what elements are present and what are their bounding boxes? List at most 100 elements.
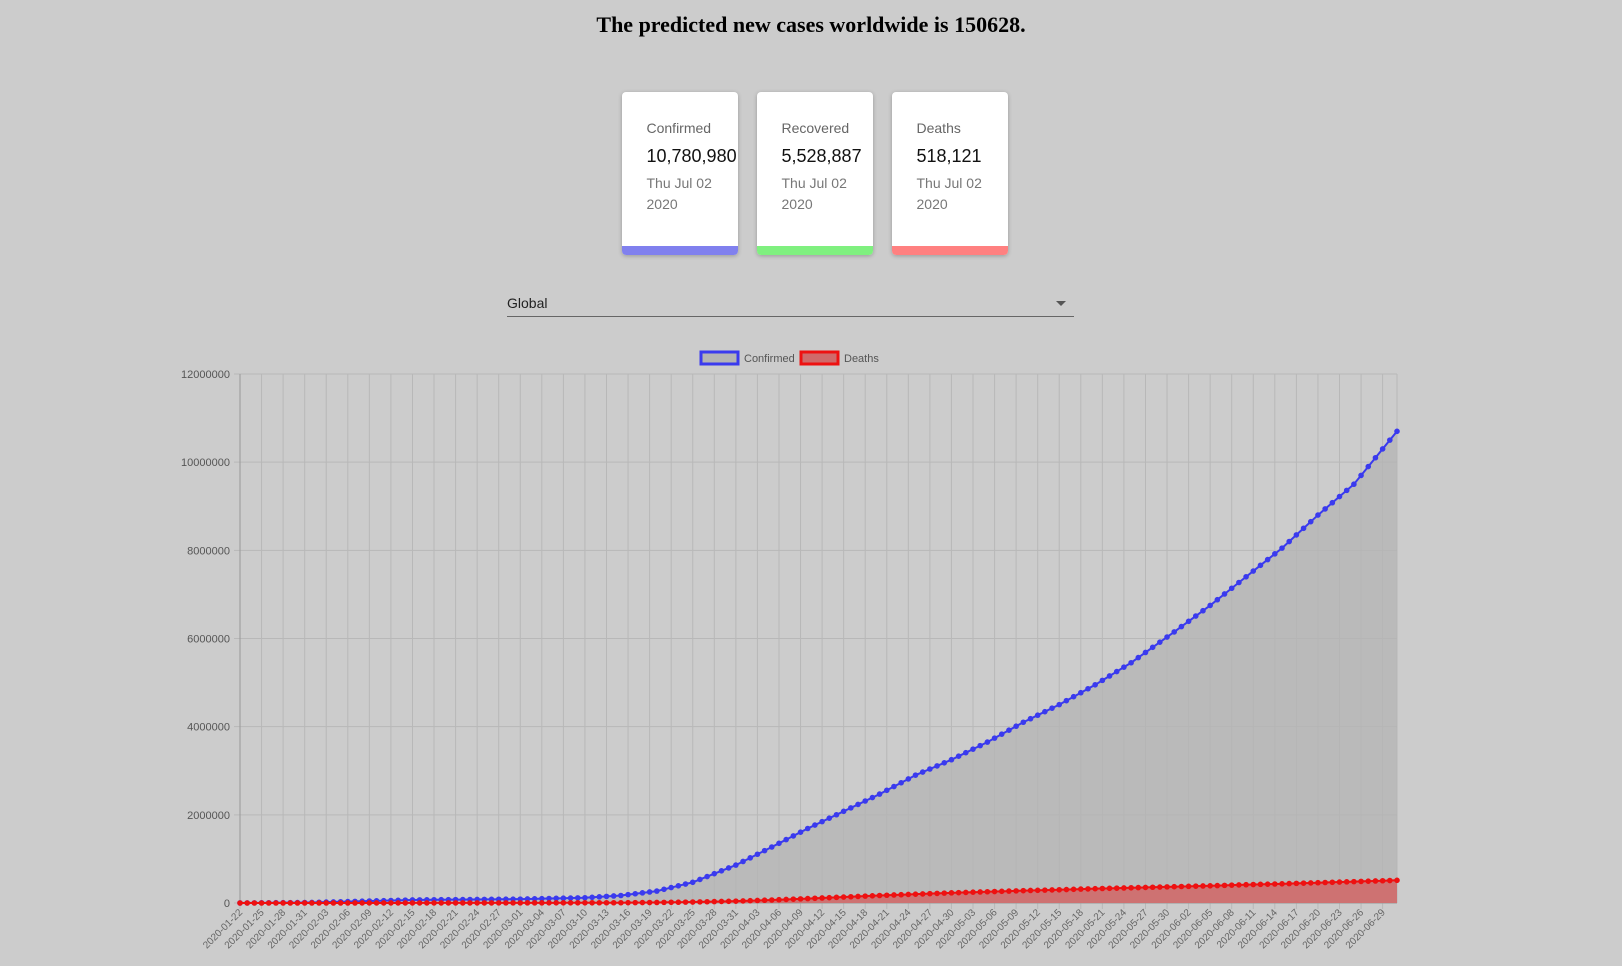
data-point [1387,437,1393,443]
data-point [1113,885,1120,891]
data-point [646,899,653,906]
data-point [1078,886,1084,892]
y-tick-label: 2000000 [187,810,230,822]
data-point [812,822,818,828]
data-point [1207,883,1213,889]
data-point [1056,886,1063,893]
data-point [1272,551,1278,557]
card-color-bar [621,246,738,255]
data-point [1243,573,1249,580]
data-point [855,893,861,900]
data-point [632,890,639,897]
data-point [1343,879,1350,885]
data-point [1034,887,1041,894]
data-point [1085,886,1091,892]
data-point [1329,879,1336,886]
data-point [848,893,854,900]
y-tick-label: 4000000 [187,722,230,734]
data-point [927,766,933,772]
page-title: The predicted new cases worldwide is 150… [596,12,1026,37]
data-point [740,898,746,904]
data-point [388,900,394,906]
data-point [1049,887,1055,893]
data-point [1336,879,1343,885]
data-point [618,892,624,899]
card-date: Thu Jul 02 2020 [646,175,712,212]
data-point [1264,556,1271,563]
data-point [1027,715,1034,722]
data-point [1257,562,1264,569]
data-point [424,900,430,906]
card-value: 518,121 [916,146,982,166]
data-point [1315,512,1321,518]
data-point [747,855,754,861]
data-point [704,898,710,905]
data-point [819,895,825,901]
data-point [1106,673,1113,679]
data-point [294,900,301,906]
data-point [733,862,739,868]
data-point [1207,602,1213,609]
data-point [459,900,466,906]
data-point [639,899,646,906]
summary-cards: Confirmed 10,780,980 Thu Jul 02 2020 Rec… [0,92,1622,255]
data-point [1358,878,1364,885]
data-point [783,836,789,843]
data-point [445,900,452,906]
data-point [1250,881,1257,888]
data-point [1257,881,1264,888]
data-point [1351,481,1357,488]
data-point [1006,888,1012,894]
data-point [1128,884,1134,891]
data-point [1171,883,1178,890]
data-point [344,900,351,906]
data-point [352,900,358,906]
data-point [539,900,545,906]
data-point [452,900,459,906]
region-select[interactable]: Global [507,289,1074,317]
data-point [761,847,768,854]
data-point [697,899,703,905]
data-point [819,818,825,825]
data-point [517,900,524,906]
data-point [337,900,344,906]
data-point [1372,878,1379,884]
data-point [1293,532,1300,538]
legend-label: Deaths [844,353,879,365]
card-label: Recovered [781,120,850,136]
data-point [596,894,603,900]
data-point [826,894,833,901]
data-point [977,889,983,895]
data-point [495,900,502,906]
data-point [409,900,416,906]
data-point [632,899,639,906]
data-point [1142,649,1149,656]
data-point [567,899,574,906]
data-point [984,739,991,745]
data-point [582,899,588,906]
data-point [1200,883,1206,889]
data-point [840,808,847,815]
y-tick-label: 8000000 [187,545,230,557]
confirmed-card: Confirmed 10,780,980 Thu Jul 02 2020 [621,92,738,255]
data-point [955,753,962,760]
data-point [905,891,912,898]
data-point [1329,499,1336,506]
data-point [862,893,869,899]
data-point [287,900,294,906]
data-point [891,783,897,790]
data-point [689,879,696,886]
data-point [654,888,660,894]
data-point [862,798,869,804]
data-point [1322,879,1328,886]
data-point [366,900,373,906]
data-point [1092,681,1098,688]
data-point [754,897,761,904]
data-point [955,889,962,896]
data-point [941,760,948,766]
data-point [1286,880,1292,887]
data-point [704,873,710,880]
data-point [359,900,365,906]
legend-swatch [799,350,840,366]
data-point [1394,428,1400,435]
